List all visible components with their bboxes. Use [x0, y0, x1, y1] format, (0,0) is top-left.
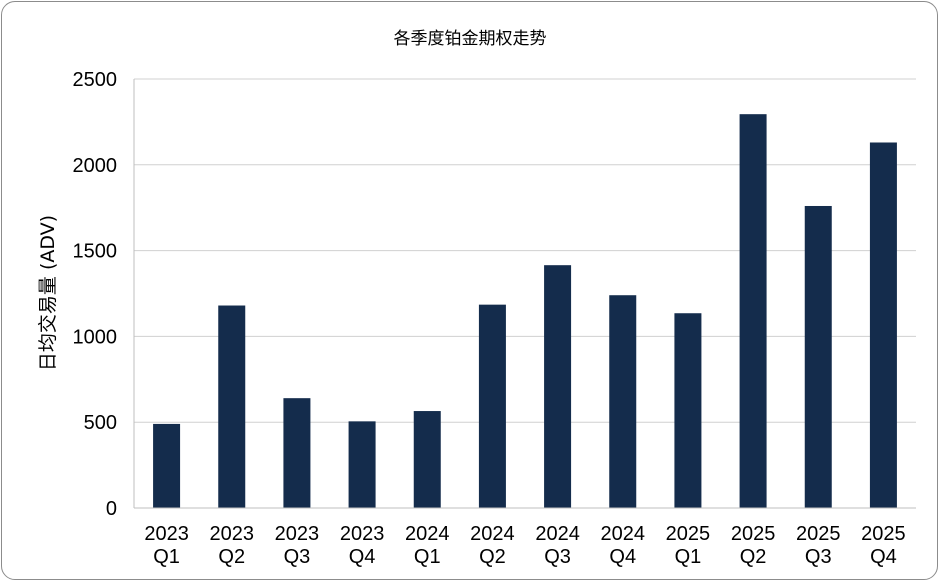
- x-tick-year-label: 2025: [731, 523, 776, 545]
- y-axis-label: 日均交易量 (ADV): [37, 215, 59, 371]
- x-tick-quarter-label: Q2: [740, 546, 767, 568]
- x-tick-year-label: 2025: [796, 523, 841, 545]
- x-tick-year-label: 2023: [275, 523, 320, 545]
- bar: [609, 295, 637, 508]
- x-tick-quarter-label: Q1: [675, 546, 702, 568]
- x-tick-year-label: 2024: [405, 523, 450, 545]
- x-tick-quarter-label: Q4: [870, 546, 897, 568]
- bar: [218, 305, 246, 508]
- x-axis-ticks: 2023Q12023Q22023Q32023Q42024Q12024Q22024…: [144, 523, 905, 568]
- x-tick-quarter-label: Q3: [805, 546, 832, 568]
- y-tick-label: 1500: [73, 241, 118, 263]
- bar: [544, 265, 572, 508]
- y-tick-label: 2000: [73, 155, 118, 177]
- x-tick-quarter-label: Q4: [349, 546, 376, 568]
- x-tick-year-label: 2023: [210, 523, 255, 545]
- bar: [804, 205, 832, 508]
- x-tick-year-label: 2023: [340, 523, 385, 545]
- x-tick-year-label: 2024: [601, 523, 646, 545]
- bar: [674, 313, 702, 508]
- x-tick-quarter-label: Q1: [414, 546, 441, 568]
- x-tick-quarter-label: Q3: [544, 546, 571, 568]
- x-tick-quarter-label: Q1: [153, 546, 180, 568]
- gridlines: [134, 78, 916, 509]
- x-tick-quarter-label: Q2: [218, 546, 245, 568]
- bar: [869, 142, 897, 508]
- y-tick-label: 500: [84, 412, 117, 434]
- x-tick-quarter-label: Q3: [284, 546, 311, 568]
- y-axis-ticks: 0 500 1000 1500 2000 2500: [73, 69, 118, 520]
- x-tick-year-label: 2024: [535, 523, 580, 545]
- y-tick-label: 1000: [73, 326, 118, 348]
- x-tick-year-label: 2025: [666, 523, 711, 545]
- x-tick-quarter-label: Q2: [479, 546, 506, 568]
- bar: [153, 423, 181, 508]
- bar: [739, 114, 767, 508]
- bar: [413, 411, 441, 508]
- bar: [478, 304, 506, 508]
- bar: [283, 398, 311, 508]
- x-tick-quarter-label: Q4: [609, 546, 636, 568]
- chart-title: 各季度铂金期权走势: [394, 29, 547, 49]
- bars: [153, 114, 897, 508]
- y-tick-label: 2500: [73, 69, 118, 91]
- y-tick-label: 0: [106, 498, 117, 520]
- x-tick-year-label: 2025: [861, 523, 906, 545]
- x-tick-year-label: 2024: [470, 523, 515, 545]
- x-tick-year-label: 2023: [144, 523, 189, 545]
- bar: [348, 421, 376, 508]
